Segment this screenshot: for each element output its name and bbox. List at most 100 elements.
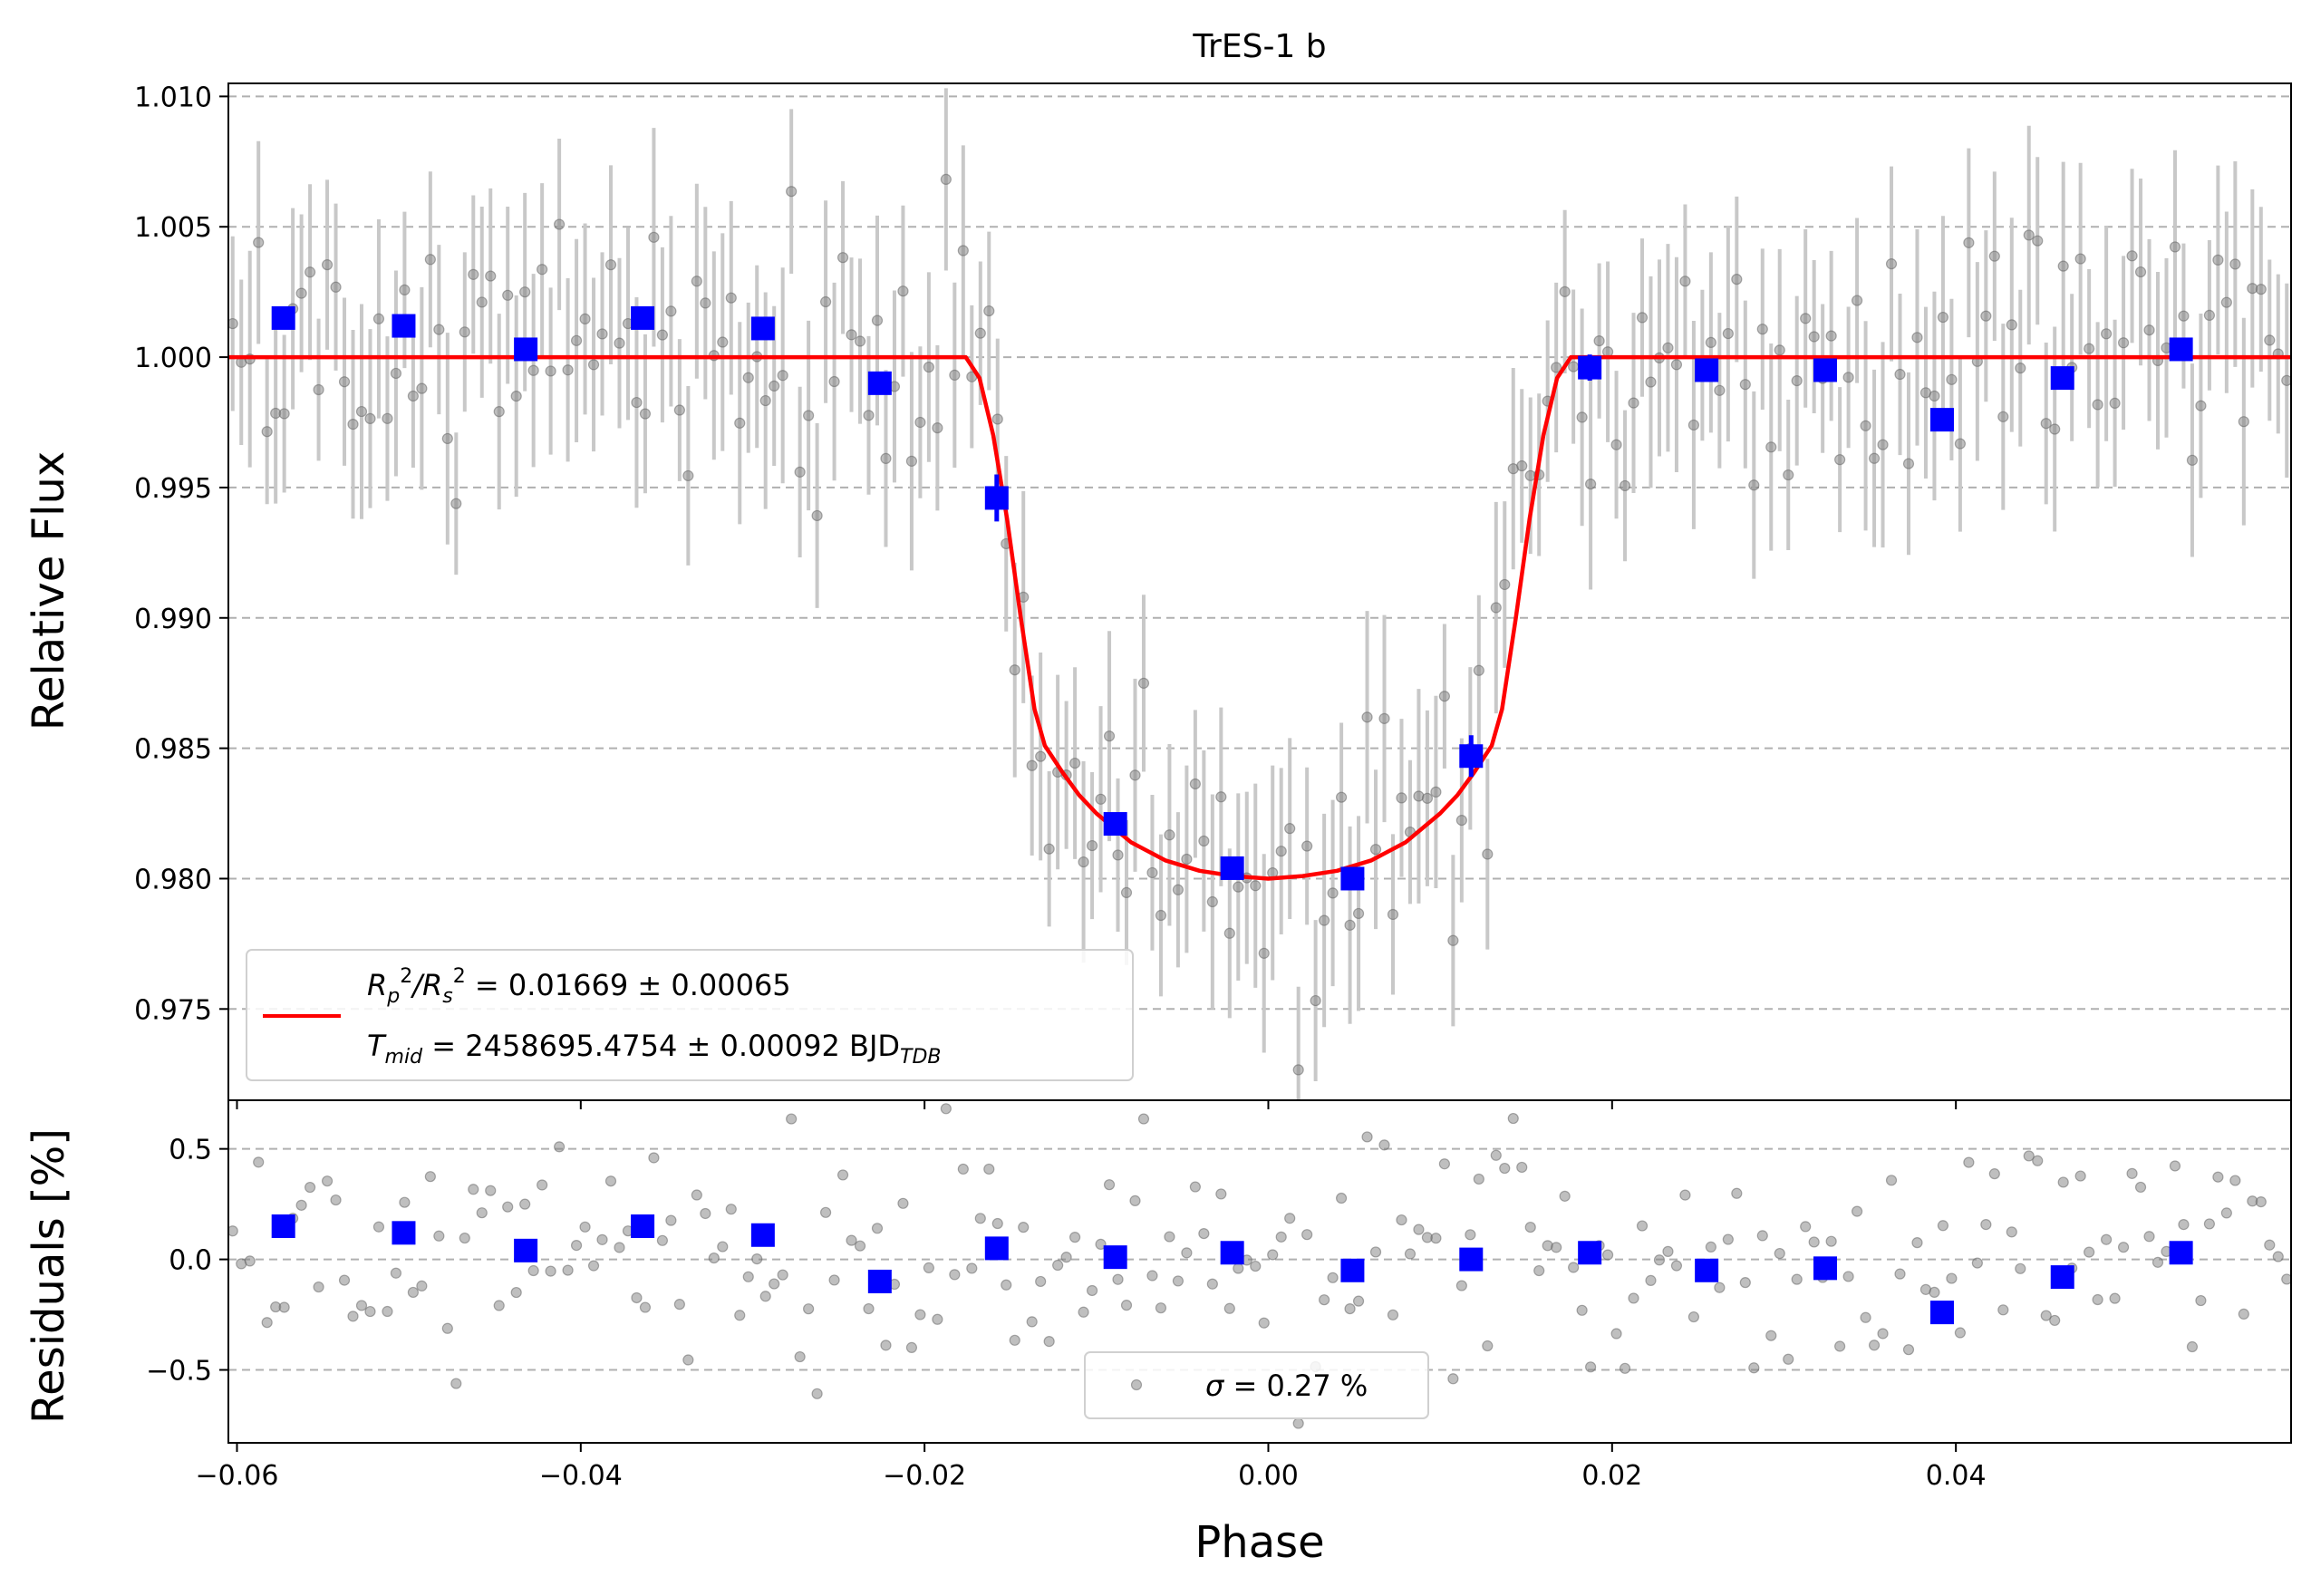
raw-point [1551,362,1562,373]
raw-data-point [1714,313,1726,469]
raw-data-point [897,205,909,377]
legend-tmid-value: = 2458695.4754 ± 0.00092 BJD [422,1029,900,1063]
raw-data-point [399,211,411,369]
raw-data-point [1791,295,1803,466]
residual-point [1679,1189,1691,1201]
raw-data-point [2203,240,2216,391]
residual-point [665,1214,677,1226]
raw-data-point [1078,760,1089,963]
raw-point [1834,454,1846,466]
raw-point [278,408,290,420]
raw-data-point [2195,314,2207,498]
residual-point [1756,1230,1768,1242]
raw-data-point [510,295,522,498]
raw-point [836,252,849,264]
raw-data-point [2143,238,2155,421]
main-y-tick-label: 0.975 [134,994,212,1026]
binned-marker [750,316,775,341]
residual-point [527,1264,539,1277]
x-tick-label: −0.04 [539,1460,623,1492]
binned-marker [2169,337,2193,362]
residual-point [1894,1268,1906,1280]
raw-point [604,259,617,271]
main-legend: Rp2/Rs2 = 0.01669 ± 0.00065 Tmid = 24586… [246,949,1134,1081]
raw-point [923,361,934,373]
raw-data-point [1112,778,1124,933]
raw-data-point [1937,216,1949,419]
raw-data-point [2101,226,2113,441]
residual-point [751,1253,763,1265]
raw-data-point [957,145,969,356]
raw-data-point [1808,259,1820,414]
raw-data-point [1499,501,1511,668]
residual-point [897,1197,909,1209]
raw-point [1774,344,1785,356]
residual-point [2057,1176,2069,1188]
binned-residual-marker [867,1269,892,1293]
residual-point [991,1217,1003,1230]
residual-point [1335,1192,1348,1204]
residual-point [2015,1262,2026,1274]
raw-point [1739,379,1751,391]
raw-point [476,296,488,308]
residual-point [1610,1328,1622,1340]
raw-point [786,186,798,198]
raw-data-point [1988,171,2000,341]
residual-point [2006,1226,2017,1238]
raw-data-point [2178,243,2190,389]
residual-point [1009,1334,1020,1346]
raw-point [2134,266,2147,278]
raw-data-point [372,218,385,419]
raw-data-point [502,207,514,384]
raw-data-point [570,238,583,442]
raw-data-point [476,207,488,398]
raw-data-point [2264,259,2276,421]
raw-data-point [2247,189,2258,388]
residual-point [228,1225,238,1237]
raw-data-point [2006,218,2017,432]
raw-point [1455,814,1467,827]
raw-point [777,370,788,382]
raw-point [372,313,385,324]
legend-tdb-subscript: TDB [900,1046,941,1069]
raw-data-point [1756,248,1768,410]
raw-point [769,380,780,392]
raw-data-point [1043,771,1055,927]
raw-point [1035,750,1047,762]
main-panel-frame [227,82,2292,1101]
raw-data-point [1378,614,1390,823]
raw-point [545,365,556,377]
raw-data-point [777,267,788,484]
raw-data-point [441,333,453,545]
residual-point [1516,1161,1528,1174]
raw-point [1679,276,1691,287]
raw-data-point [1301,767,1313,925]
residual-point [1258,1317,1270,1329]
residual-point [1911,1237,1923,1249]
legend-rp-rs-entry: Rp2/Rs2 = 0.01669 ± 0.00065 [367,965,791,1008]
binned-point [1578,354,1602,381]
raw-data-point [1877,342,1889,548]
residual-point [1112,1273,1124,1285]
residual-point [2084,1246,2095,1258]
raw-data-point [1929,291,1940,501]
residual-point [923,1262,934,1273]
residual-point [2203,1218,2216,1230]
residual-point [1378,1139,1390,1151]
raw-data-point [2015,289,2026,447]
raw-point [1198,835,1210,847]
raw-data-point [794,386,806,557]
residual-point [2238,1308,2249,1320]
residuals-y-tick-label: 0.5 [169,1135,212,1166]
raw-point [1628,397,1639,409]
raw-data-point [1129,678,1141,872]
residual-point [1739,1277,1751,1289]
main-y-tick-label: 1.010 [134,82,212,113]
residual-point [399,1196,411,1208]
residual-point [1155,1302,1167,1314]
residual-point [2195,1294,2207,1307]
residual-point [1344,1302,1356,1315]
binned-marker [984,486,1009,510]
residual-point [441,1322,453,1334]
raw-data-point [717,233,729,451]
